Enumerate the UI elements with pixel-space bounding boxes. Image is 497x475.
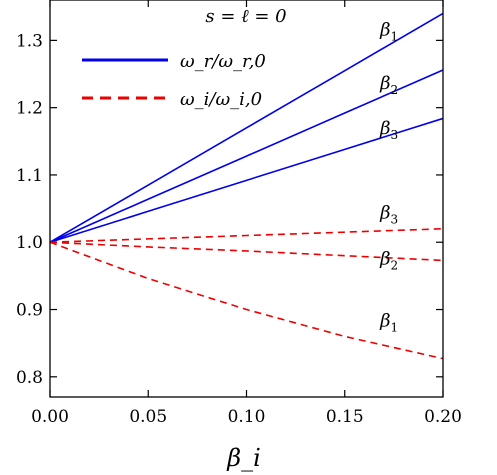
x-tick-label: 0.10 <box>228 407 266 427</box>
curve-label: β2 <box>379 73 398 97</box>
x-tick-label: 0.20 <box>424 407 462 427</box>
chart-title: s = ℓ = 0 <box>205 6 286 27</box>
x-tick-label: 0.05 <box>129 407 167 427</box>
curve-label: β3 <box>379 118 398 142</box>
series-real-β3 <box>49 117 444 244</box>
tick-layer: 0.00 0.05 0.10 0.15 0.20 0.8 0.9 1.0 1.1 1.2 1.3 <box>16 0 462 427</box>
legend: ω_r/ω_r,0 ω_i/ω_i,0 <box>82 51 266 110</box>
y-tick-label: 1.0 <box>16 233 43 253</box>
series-real-β2 <box>49 69 444 243</box>
x-tick-label: 0.00 <box>31 407 69 427</box>
series-real-β1 <box>49 12 444 243</box>
legend-label-imag: ω_i/ω_i,0 <box>180 89 262 110</box>
curve-label: β1 <box>379 310 398 334</box>
y-tick-label: 1.2 <box>16 99 43 119</box>
legend-label-real: ω_r/ω_r,0 <box>180 51 266 72</box>
label-layer: β1 β2 β3 β3 β2 β1 <box>379 20 398 335</box>
plot-frame <box>49 0 444 398</box>
curve-label: β1 <box>379 20 398 44</box>
x-axis-label: β_i <box>226 444 261 472</box>
y-tick-label: 0.8 <box>16 368 43 388</box>
curve-label: β3 <box>379 203 398 227</box>
series-imag-β2 <box>49 241 444 262</box>
y-tick-label: 0.9 <box>16 301 43 321</box>
series-imag-β3 <box>49 227 444 244</box>
y-tick-label: 1.3 <box>16 31 43 51</box>
series-layer <box>49 12 444 360</box>
curve-label: β2 <box>379 248 398 272</box>
y-tick-label: 1.1 <box>16 166 43 186</box>
series-imag-β1 <box>49 241 444 360</box>
x-tick-label: 0.15 <box>326 407 364 427</box>
